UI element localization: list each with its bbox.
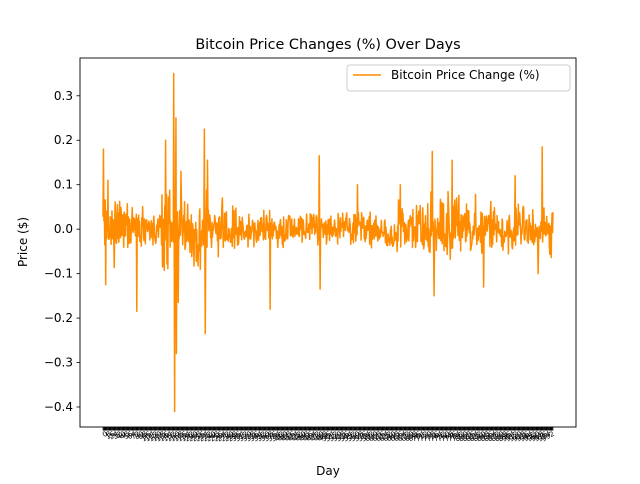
- x-tick-label: 16: [104, 430, 116, 442]
- x-tick-label: 32: [112, 430, 124, 441]
- y-axis-label: Price ($): [16, 217, 30, 267]
- legend-label: Bitcoin Price Change (%): [391, 68, 540, 82]
- y-tick-label: −0.3: [44, 356, 73, 370]
- x-axis-label: Day: [316, 464, 340, 478]
- y-tick-label: 0.2: [54, 133, 73, 147]
- series-line: [102, 72, 554, 413]
- x-tick-label: 40: [115, 430, 127, 441]
- legend: Bitcoin Price Change (%): [346, 64, 571, 92]
- legend-box: [346, 64, 571, 92]
- y-tick-label: 0.3: [54, 89, 73, 103]
- x-tick-label: 48: [119, 430, 131, 441]
- x-tick-label: 64: [126, 430, 138, 442]
- x-tick-label: 88: [137, 430, 149, 441]
- y-tick-label: −0.1: [44, 267, 73, 281]
- y-tick-label: 0.0: [54, 222, 73, 236]
- x-tick-label: 0: [101, 430, 109, 439]
- x-axis: 0816243240485664728088961041121201281361…: [101, 427, 556, 443]
- y-tick-label: −0.4: [44, 400, 73, 414]
- x-tick-label: 80: [133, 430, 145, 441]
- x-tick-label: 8: [105, 430, 113, 439]
- plot-area: [102, 72, 554, 413]
- x-tick-label: 96: [141, 430, 153, 442]
- chart-title: Bitcoin Price Changes (%) Over Days: [195, 37, 460, 53]
- x-tick-label: 72: [130, 430, 142, 441]
- x-tick-label: 24: [108, 430, 120, 442]
- y-tick-label: 0.1: [54, 178, 73, 192]
- x-tick-label: 56: [122, 430, 134, 442]
- y-tick-label: −0.2: [44, 311, 73, 325]
- y-axis: −0.4 −0.3 −0.2 −0.1 0.0 0.1 0.2 0.3: [44, 89, 80, 414]
